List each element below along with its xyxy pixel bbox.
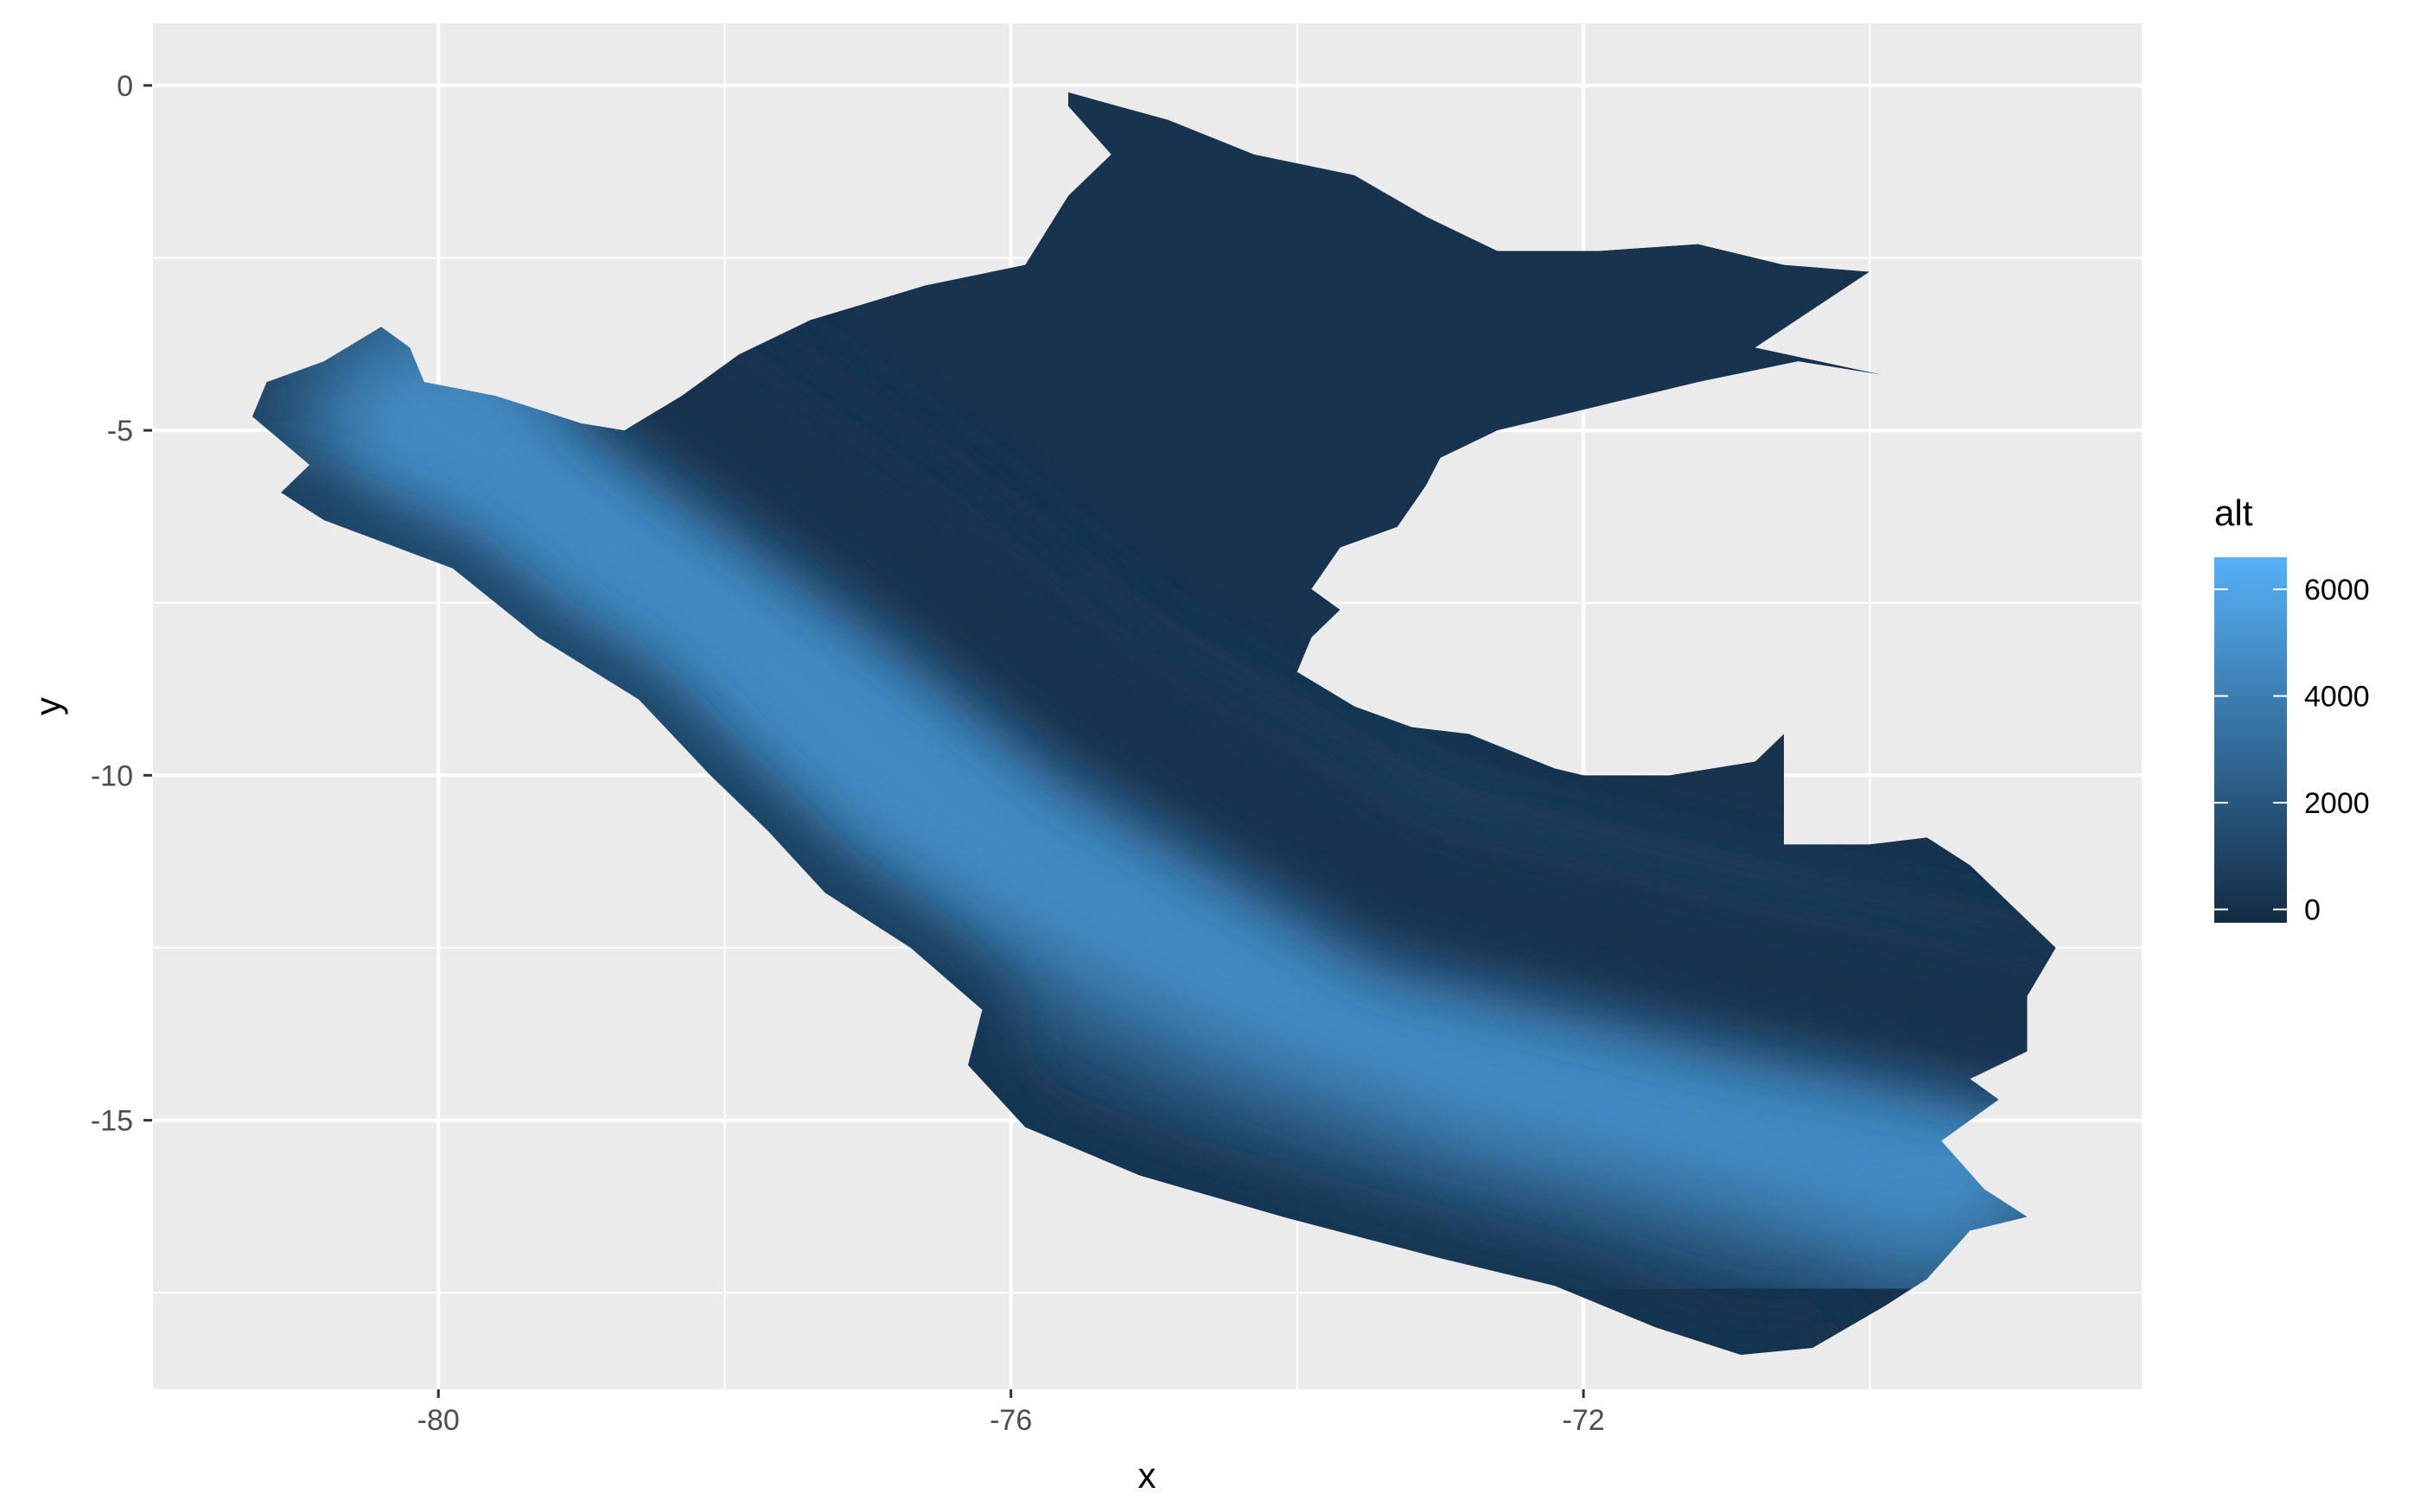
y-tick-label: -15 bbox=[91, 1105, 133, 1138]
x-axis-title: x bbox=[1138, 1455, 1156, 1496]
amazon-lowland bbox=[566, 275, 2056, 1110]
legend-label: 2000 bbox=[2304, 787, 2370, 820]
y-tick-label: 0 bbox=[117, 70, 133, 103]
x-tick-label: -80 bbox=[417, 1404, 460, 1437]
color-legend: alt 0 2000 4000 6000 bbox=[2214, 492, 2370, 927]
legend-label: 4000 bbox=[2304, 681, 2370, 714]
andes-ridge bbox=[339, 345, 2027, 1248]
legend-title: alt bbox=[2214, 492, 2253, 533]
y-axis: 0 -5 -10 -15 bbox=[91, 70, 152, 1138]
y-axis-title: y bbox=[28, 697, 68, 715]
x-tick-label: -76 bbox=[990, 1404, 1032, 1437]
x-tick-label: -72 bbox=[1563, 1404, 1605, 1437]
legend-colorbar bbox=[2214, 557, 2287, 923]
x-axis: -80 -76 -72 bbox=[417, 1389, 1605, 1437]
y-tick-label: -5 bbox=[107, 415, 133, 448]
legend-label: 6000 bbox=[2304, 574, 2370, 607]
y-tick-label: -10 bbox=[91, 759, 133, 792]
legend-label: 0 bbox=[2304, 894, 2321, 927]
